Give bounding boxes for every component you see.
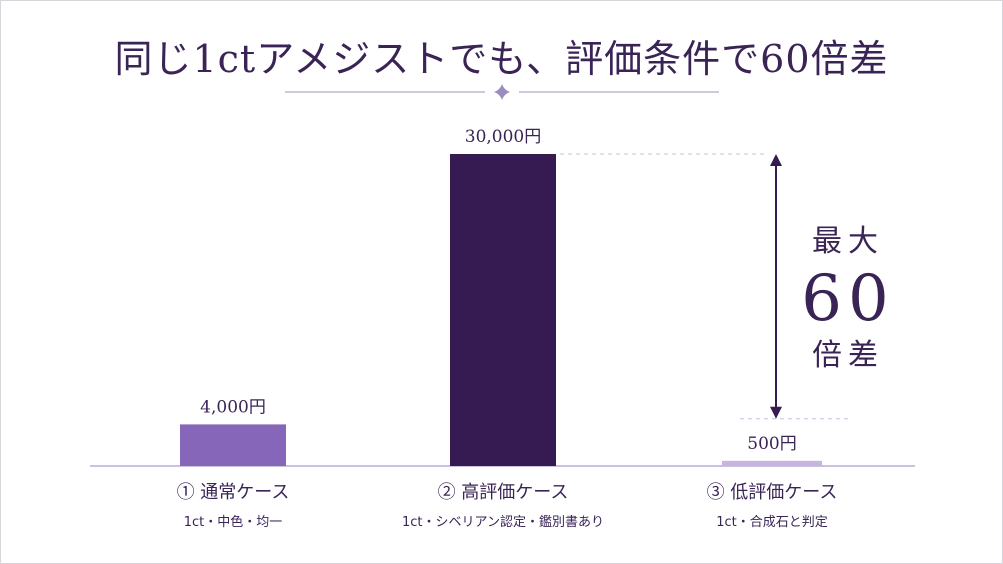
data-label-high: 30,000円	[465, 127, 541, 147]
title-divider	[285, 84, 719, 100]
data-label-normal: 4,000円	[200, 397, 266, 417]
category-sublabel-low: 1ct・合成石と判定	[716, 515, 828, 530]
arrow-head-up-icon	[770, 154, 782, 166]
category-label-low: ③ 低評価ケース	[707, 482, 838, 503]
category-sublabel-high: 1ct・シベリアン認定・鑑別書あり	[402, 514, 604, 530]
bar-high	[450, 154, 556, 466]
data-label-low: 500円	[747, 434, 796, 454]
arrow-head-down-icon	[770, 406, 782, 419]
bar-normal	[180, 424, 286, 466]
chart-title: 同じ1ctアメジストでも、評価条件で60倍差	[114, 37, 889, 81]
category-label-high: ② 高評価ケース	[438, 482, 569, 503]
category-sublabel-normal: 1ct・中色・均一	[184, 514, 283, 530]
annotation-multiplier: 60	[801, 262, 894, 336]
annotation-line3: 倍差	[812, 338, 884, 373]
annotation-line1: 最大	[812, 224, 884, 259]
bar-low	[722, 460, 822, 466]
category-label-normal: ① 通常ケース	[177, 482, 290, 503]
